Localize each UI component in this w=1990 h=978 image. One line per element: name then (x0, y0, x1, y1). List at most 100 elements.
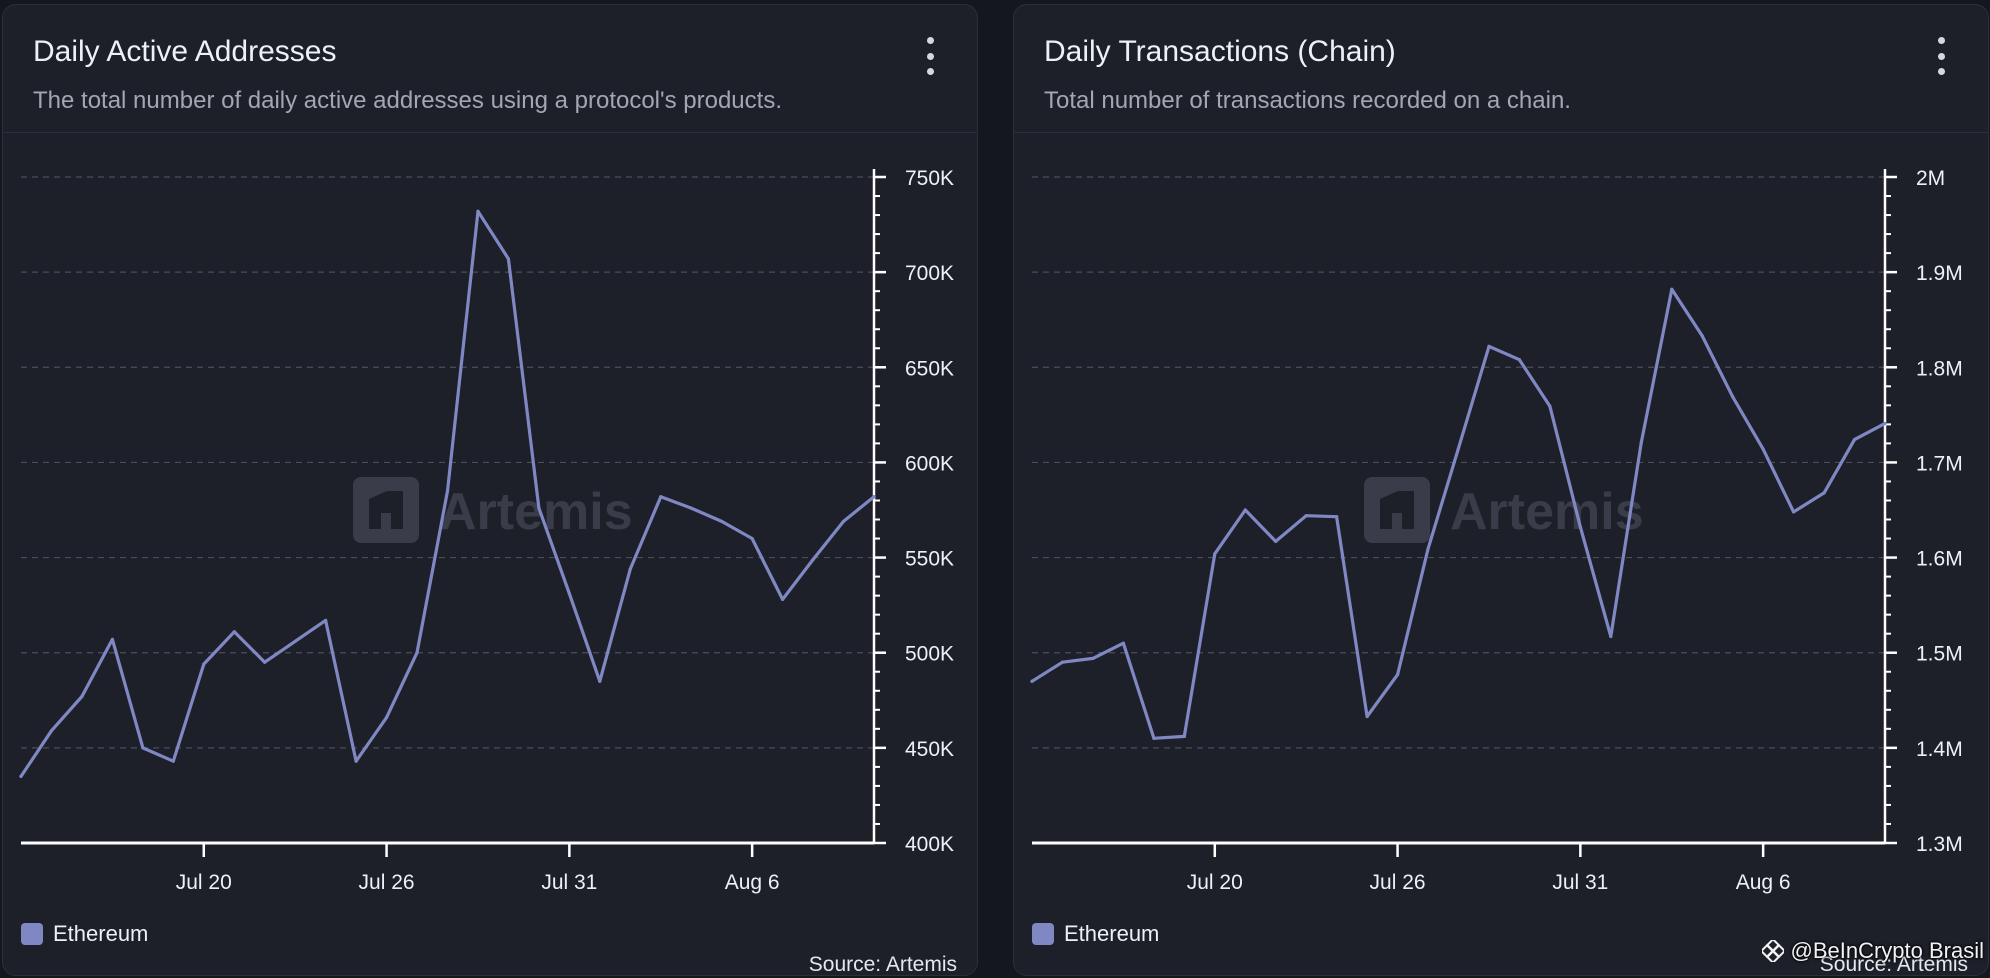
x-tick-label: Jul 20 (176, 871, 232, 894)
data-point (19, 774, 23, 779)
data-point (567, 592, 571, 596)
data-point (720, 519, 724, 524)
data-point (1761, 447, 1765, 451)
panel-header: Daily Transactions (Chain) Total number … (1014, 5, 1988, 133)
data-point (110, 637, 114, 641)
data-point (537, 506, 541, 510)
y-tick-label: 600K (905, 452, 954, 475)
legend-label: Ethereum (53, 921, 149, 946)
data-point (1213, 552, 1217, 556)
legend-swatch (1032, 923, 1054, 945)
series-line-ethereum (19, 209, 876, 779)
data-point (1456, 446, 1461, 450)
data-point (781, 597, 785, 602)
y-tick-label: 1.5M (1916, 643, 1963, 666)
x-tick-label: Jul 26 (1370, 871, 1426, 894)
data-point (415, 651, 419, 655)
data-point (1517, 358, 1522, 362)
data-point (293, 639, 297, 643)
data-point (1060, 660, 1065, 664)
data-point (1883, 421, 1887, 426)
data-point (1243, 508, 1247, 512)
data-point (1304, 514, 1308, 518)
data-point (1731, 395, 1735, 399)
data-point (49, 729, 54, 733)
artemis-logo-mark (369, 491, 403, 529)
binance-logo-icon (1762, 940, 1785, 962)
data-point (1182, 734, 1186, 739)
x-tick-label: Jul 31 (1552, 871, 1608, 894)
y-tick-label: 750K (905, 167, 954, 190)
panel-title: Daily Active Addresses (33, 35, 337, 68)
data-point (628, 567, 632, 571)
data-point (476, 209, 480, 213)
data-point (1395, 672, 1400, 677)
data-point (1121, 641, 1125, 645)
data-point (202, 662, 206, 666)
data-point (1852, 437, 1857, 442)
data-point (750, 536, 754, 541)
x-tick-label: Jul 26 (359, 871, 415, 894)
chart-panel-daily-transactions: Daily Transactions (Chain) Total number … (1013, 4, 1989, 976)
data-point (1548, 404, 1552, 408)
data-point (811, 557, 815, 562)
y-tick-label: 650K (905, 357, 954, 380)
data-point (1578, 525, 1582, 529)
data-point (141, 746, 145, 750)
data-point (1274, 539, 1278, 543)
legend-item-ethereum[interactable]: Ethereum (1032, 921, 1159, 947)
data-point (689, 506, 693, 510)
x-tick-label: Jul 31 (541, 871, 597, 894)
data-point (506, 257, 511, 261)
data-point (1670, 287, 1674, 291)
data-point (872, 495, 876, 499)
data-point (324, 618, 328, 622)
data-point (1091, 656, 1095, 661)
y-tick-label: 1.9M (1916, 262, 1963, 285)
artemis-logo-mark (1380, 491, 1414, 529)
data-point (1152, 736, 1156, 740)
watermark-text: Artemis (1450, 483, 1644, 541)
kebab-menu-icon[interactable] (1934, 37, 1948, 75)
data-point (354, 759, 358, 763)
data-point (1365, 714, 1369, 719)
legend-item-ethereum[interactable]: Ethereum (21, 921, 148, 947)
y-tick-label: 450K (905, 738, 954, 761)
line-chart-daily-transactions: Artemis 1.3M 1.4M 1.5M 1.6M 1.7M 1.8M 1.9M 2M Jul… (1030, 167, 1963, 894)
chart-panel-daily-active-addresses: Daily Active Addresses The total number … (2, 4, 978, 976)
data-point (1822, 491, 1826, 495)
y-tick-label: 700K (905, 262, 954, 285)
panel-subtitle: The total number of daily active address… (33, 87, 782, 114)
y-tick-label: 1.7M (1916, 452, 1963, 475)
data-point (1700, 334, 1704, 338)
artemis-watermark: Artemis (1364, 477, 1644, 543)
artemis-watermark: Artemis (353, 477, 633, 543)
y-tick-label: 400K (905, 833, 954, 856)
data-point (1487, 344, 1491, 348)
legend-label: Ethereum (1064, 921, 1160, 946)
x-tick-label: Aug 6 (1736, 871, 1791, 894)
y-tick-label: 1.4M (1916, 738, 1963, 761)
data-point (1030, 679, 1034, 683)
data-point (384, 715, 389, 720)
kebab-menu-icon[interactable] (923, 37, 937, 75)
data-point (171, 759, 175, 763)
x-tick-label: Jul 20 (1187, 871, 1243, 894)
y-tick-label: 1.3M (1916, 833, 1963, 856)
data-point (1426, 547, 1430, 551)
data-point (659, 495, 663, 499)
data-point (263, 660, 267, 664)
data-point (1609, 634, 1613, 639)
y-tick-label: 2M (1916, 167, 1945, 190)
legend-swatch (21, 923, 43, 945)
x-tick-label: Aug 6 (725, 871, 780, 894)
y-tick-label: 550K (905, 548, 954, 571)
data-point (232, 630, 236, 634)
data-point (841, 519, 846, 524)
y-tick-label: 1.6M (1916, 548, 1963, 571)
panel-title: Daily Transactions (Chain) (1044, 35, 1396, 68)
data-point (1335, 515, 1339, 519)
y-tick-label: 1.8M (1916, 357, 1963, 380)
panel-header: Daily Active Addresses The total number … (3, 5, 977, 133)
y-tick-label: 500K (905, 643, 954, 666)
